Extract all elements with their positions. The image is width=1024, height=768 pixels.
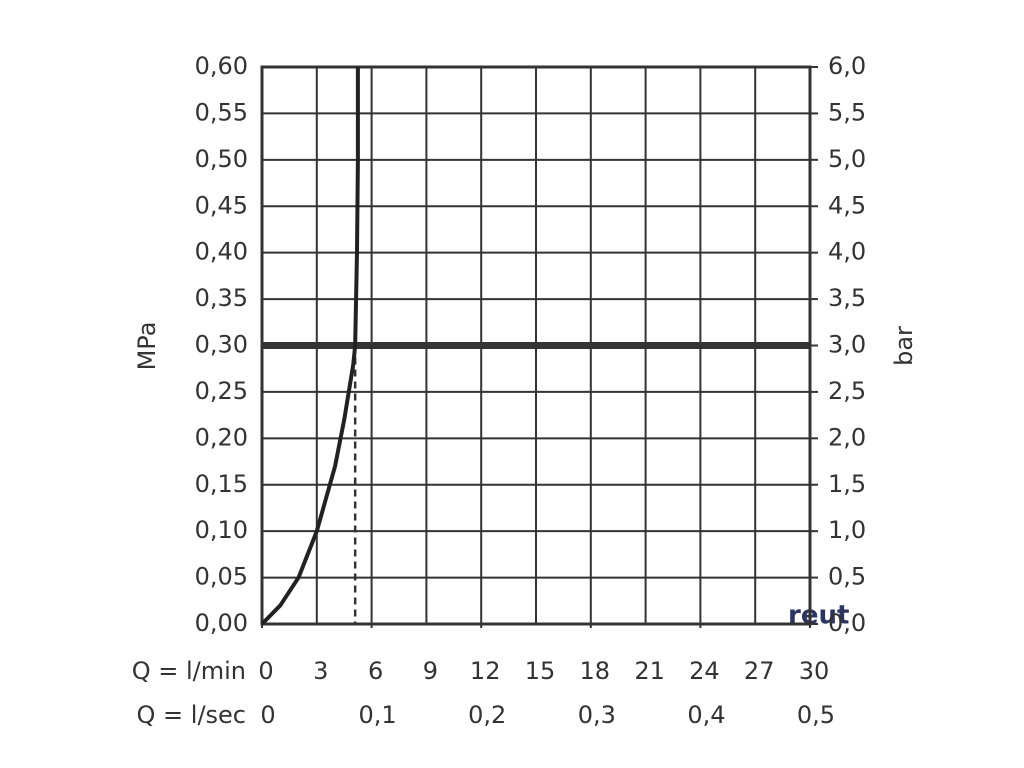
- y-tick-label: 0,30: [195, 331, 248, 359]
- x2-tick-label: 0,1: [359, 701, 397, 729]
- x-tick-label: 3: [313, 657, 328, 685]
- x2-tick-label: 0,3: [578, 701, 616, 729]
- y-tick-label: 0,05: [195, 563, 248, 591]
- x-tick-label: 6: [368, 657, 383, 685]
- x2-tick-label: 0,2: [468, 701, 506, 729]
- y2-tick-label: 0,0: [828, 609, 866, 637]
- y2-tick-label: 1,0: [828, 516, 866, 544]
- y2-tick-label: 3,5: [828, 284, 866, 312]
- x-tick-label: 27: [744, 657, 775, 685]
- x-tick-label: 15: [525, 657, 556, 685]
- x-tick-label: 12: [470, 657, 501, 685]
- y-tick-label: 0,50: [195, 145, 248, 173]
- x-tick-label: 21: [634, 657, 665, 685]
- x-tick-label: 24: [689, 657, 720, 685]
- y-tick-label: 0,10: [195, 516, 248, 544]
- y-tick-label: 0,60: [195, 52, 248, 80]
- x-tick-label: 18: [580, 657, 611, 685]
- y2-tick-label: 0,5: [828, 563, 866, 591]
- y2-tick-label: 2,0: [828, 423, 866, 451]
- y2-tick-label: 5,5: [828, 98, 866, 126]
- y2-tick-label: 3,0: [828, 331, 866, 359]
- x2-tick-label: 0,5: [797, 701, 835, 729]
- y-tick-label: 0,45: [195, 191, 248, 219]
- y-tick-label: 0,35: [195, 284, 248, 312]
- y-tick-label: 0,25: [195, 377, 248, 405]
- y2-tick-label: 4,5: [828, 191, 866, 219]
- y2-tick-label: 5,0: [828, 145, 866, 173]
- y-axis-label: MPa: [133, 322, 161, 371]
- y-tick-label: 0,20: [195, 423, 248, 451]
- x2-tick-label: 0,4: [687, 701, 725, 729]
- y-tick-label: 0,00: [195, 609, 248, 637]
- x-tick-label: 9: [423, 657, 438, 685]
- y2-tick-label: 4,0: [828, 238, 866, 266]
- y2-tick-label: 1,5: [828, 470, 866, 498]
- y2-tick-label: 6,0: [828, 52, 866, 80]
- x-tick-label: 0: [258, 657, 273, 685]
- x2-axis-label: Q = l/sec: [137, 701, 246, 729]
- data-line: [260, 67, 360, 626]
- y-tick-label: 0,15: [195, 470, 248, 498]
- x-tick-label: 30: [799, 657, 830, 685]
- y-tick-label: 0,40: [195, 238, 248, 266]
- y2-tick-label: 2,5: [828, 377, 866, 405]
- y-tick-label: 0,55: [195, 98, 248, 126]
- y2-axis-label: bar: [890, 326, 918, 366]
- x2-tick-label: 0: [260, 701, 275, 729]
- x-axis-label: Q = l/min: [132, 657, 246, 685]
